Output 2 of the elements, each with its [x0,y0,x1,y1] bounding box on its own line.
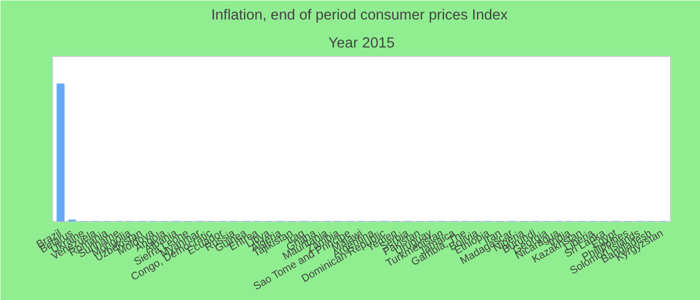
chart-subtitle: Year 2015 [328,36,395,52]
chart-title: Inflation, end of period consumer prices Index [211,8,508,24]
